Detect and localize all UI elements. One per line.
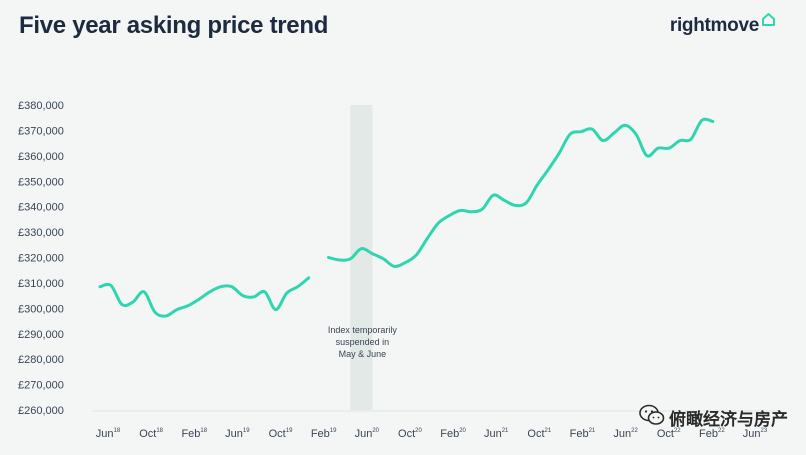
data-point	[99, 285, 102, 288]
data-point	[470, 210, 473, 213]
data-point	[274, 308, 277, 311]
y-tick-label: £280,000	[18, 354, 64, 366]
data-point	[690, 138, 693, 141]
x-tick-label: Jun19	[225, 428, 250, 440]
data-point	[536, 184, 539, 187]
y-tick-label: £350,000	[18, 176, 64, 188]
y-tick-label: £260,000	[18, 405, 64, 417]
y-tick-label: £330,000	[18, 227, 64, 239]
data-point	[132, 301, 135, 304]
x-tick-label: Feb19	[311, 428, 337, 440]
data-point	[360, 247, 363, 250]
data-point	[580, 130, 583, 133]
data-point	[668, 147, 671, 150]
chart-title: Five year asking price trend	[19, 12, 329, 39]
x-tick-label: Jun18	[96, 428, 121, 440]
data-point	[558, 152, 561, 155]
data-point	[591, 128, 594, 131]
y-tick-label: £290,000	[18, 329, 64, 341]
data-point	[657, 147, 660, 150]
data-point	[646, 154, 649, 157]
data-point	[252, 295, 255, 298]
y-tick-label: £380,000	[18, 100, 64, 112]
data-point	[415, 254, 418, 257]
data-point	[241, 294, 244, 297]
data-point	[382, 257, 385, 260]
data-point	[481, 208, 484, 211]
x-tick-label: Oct19	[269, 428, 293, 440]
data-point	[143, 290, 146, 293]
data-point	[514, 204, 517, 207]
data-point	[492, 194, 495, 197]
wechat-icon	[639, 404, 665, 431]
data-point	[602, 139, 605, 142]
x-tick-label: Oct21	[527, 428, 551, 440]
data-point	[459, 209, 462, 212]
suspension-note-line: May & June	[339, 349, 387, 359]
brand-name: rightmove	[669, 15, 759, 36]
data-point	[701, 119, 704, 122]
x-tick-label: Feb18	[181, 428, 207, 440]
y-tick-label: £340,000	[18, 202, 64, 214]
x-tick-label: Jun20	[355, 428, 380, 440]
y-tick-label: £360,000	[18, 151, 64, 163]
y-tick-label: £320,000	[18, 253, 64, 265]
data-point	[165, 315, 168, 318]
data-point	[525, 201, 528, 204]
house-icon	[761, 12, 776, 32]
data-point	[121, 303, 124, 306]
data-point	[349, 257, 352, 260]
data-point	[547, 168, 550, 171]
data-point	[154, 311, 157, 314]
x-tick-label: Jun21	[484, 428, 509, 440]
data-point	[679, 139, 682, 142]
x-tick-label: Oct18	[139, 428, 163, 440]
data-point	[219, 285, 222, 288]
data-point	[624, 124, 627, 127]
data-point	[448, 214, 451, 217]
x-tick-label: Jun23	[743, 428, 768, 440]
series-line-segment-1	[98, 276, 311, 318]
y-tick-label: £310,000	[18, 278, 64, 290]
x-tick-label: Feb21	[570, 428, 596, 440]
suspension-note-line: suspended in	[336, 337, 390, 347]
data-point	[110, 284, 113, 287]
data-point	[338, 259, 341, 262]
data-point	[711, 120, 714, 123]
x-tick-label: Jun22	[613, 428, 638, 440]
watermark-text: 俯瞰经济与房产	[669, 410, 788, 429]
data-point	[285, 292, 288, 295]
data-point	[613, 132, 616, 135]
suspension-band	[350, 105, 373, 410]
data-point	[569, 133, 572, 136]
data-point	[635, 133, 638, 136]
data-point	[437, 222, 440, 225]
data-point	[296, 285, 299, 288]
data-point	[503, 199, 506, 202]
data-point	[175, 308, 178, 311]
x-tick-label: Feb20	[440, 428, 466, 440]
data-point	[263, 290, 266, 293]
y-tick-label: £300,000	[18, 303, 64, 315]
data-point	[371, 252, 374, 255]
data-point	[307, 276, 310, 279]
rightmove-logo: rightmove	[669, 12, 776, 37]
data-point	[197, 298, 200, 301]
y-tick-label: £370,000	[18, 125, 64, 137]
data-point	[230, 285, 233, 288]
data-point	[404, 261, 407, 264]
x-tick-label: Feb22	[699, 428, 725, 440]
data-point	[426, 237, 429, 240]
wechat-watermark: 俯瞰经济与房产	[639, 404, 788, 431]
x-tick-label: Oct20	[398, 428, 422, 440]
y-tick-label: £270,000	[18, 380, 64, 392]
data-point	[208, 290, 211, 293]
data-point	[327, 256, 330, 259]
data-point	[186, 304, 189, 307]
data-point	[393, 265, 396, 268]
x-tick-label: Oct22	[657, 428, 681, 440]
series-line-segment-2	[327, 117, 715, 268]
suspension-note-line: Index temporarily	[328, 325, 398, 335]
